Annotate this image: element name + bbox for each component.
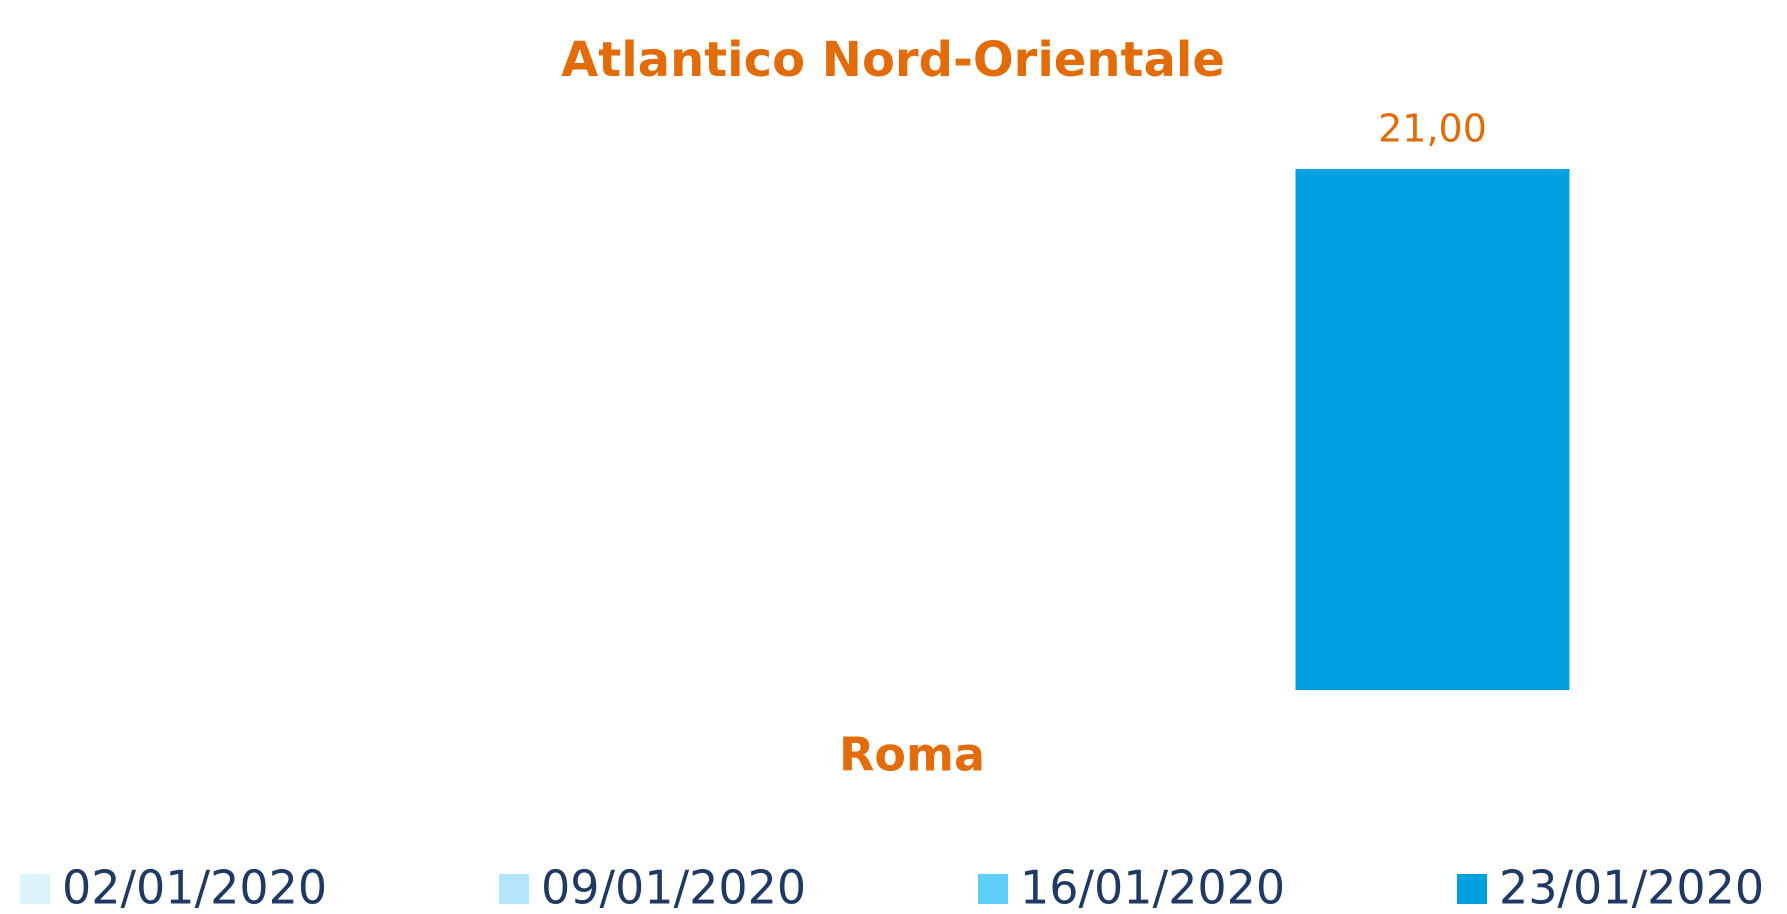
- data-label: 21,00: [1378, 107, 1487, 151]
- bar: [1295, 169, 1570, 690]
- legend-swatch: [1457, 874, 1487, 904]
- chart-title: Atlantico Nord-Orientale: [561, 32, 1225, 88]
- legend-swatch: [978, 874, 1008, 904]
- legend-swatch: [499, 874, 529, 904]
- legend-label: 23/01/2020: [1499, 861, 1764, 914]
- legend-swatch: [20, 874, 50, 904]
- legend-label: 16/01/2020: [1020, 861, 1285, 914]
- legend-label: 02/01/2020: [62, 861, 327, 914]
- x-tick-label: Roma: [839, 728, 985, 782]
- legend-label: 09/01/2020: [541, 861, 806, 914]
